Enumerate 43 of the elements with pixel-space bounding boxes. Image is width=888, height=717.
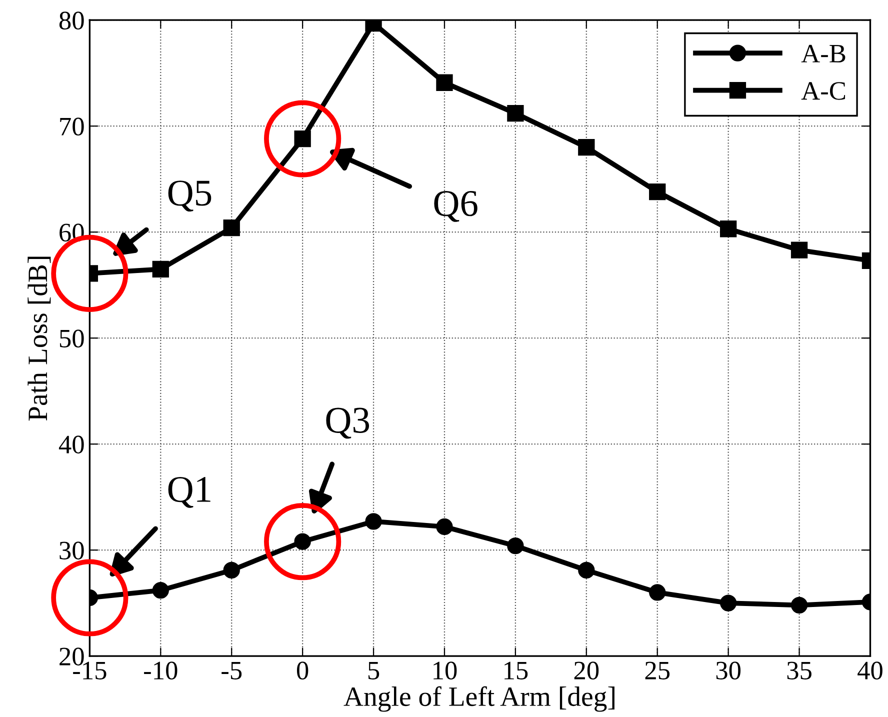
x-tick-label: 15 (504, 662, 528, 680)
x-tick-label: 20 (574, 662, 599, 680)
annotation: Q6 (434, 190, 478, 222)
point (152, 582, 169, 599)
point (294, 130, 311, 148)
y-tick-label: 80 (59, 12, 84, 30)
point (152, 260, 169, 278)
point (790, 596, 808, 614)
legend-label: A-C (801, 82, 846, 100)
x-tick-label: -5 (222, 662, 242, 680)
x-tick-label: 30 (716, 662, 741, 680)
y-axis-title: Path Loss [dB] (28, 256, 51, 421)
point (507, 105, 524, 122)
annotation: Q5 (168, 180, 212, 212)
point (649, 584, 666, 601)
point (365, 513, 382, 530)
point (223, 219, 240, 236)
y-tick-label: 70 (60, 118, 84, 136)
point (436, 74, 453, 91)
point (578, 562, 595, 579)
annotation: Q3 (326, 408, 370, 439)
point (649, 183, 666, 200)
y-tick-label: 50 (60, 330, 84, 348)
x-tick-label: 0 (296, 662, 308, 680)
x-tick-label: 10 (434, 662, 457, 680)
x-tick-label: 5 (368, 662, 380, 680)
point (294, 533, 311, 550)
point (720, 220, 737, 238)
x-tick-label: 40 (858, 662, 882, 680)
y-tick-label: 30 (60, 542, 84, 560)
point (790, 242, 808, 258)
point (507, 537, 524, 554)
point (436, 518, 453, 536)
point (223, 562, 240, 579)
x-tick-label: -10 (144, 662, 178, 680)
x-tick-label: 25 (645, 662, 670, 680)
x-tick-label: 35 (787, 662, 812, 680)
legend-label: A-B (801, 44, 846, 62)
x-axis-title: Angle of Left Arm [deg] (344, 686, 614, 712)
annotation: Q1 (168, 476, 210, 508)
point (578, 138, 595, 156)
point (720, 594, 737, 612)
y-tick-label: 40 (58, 436, 84, 454)
